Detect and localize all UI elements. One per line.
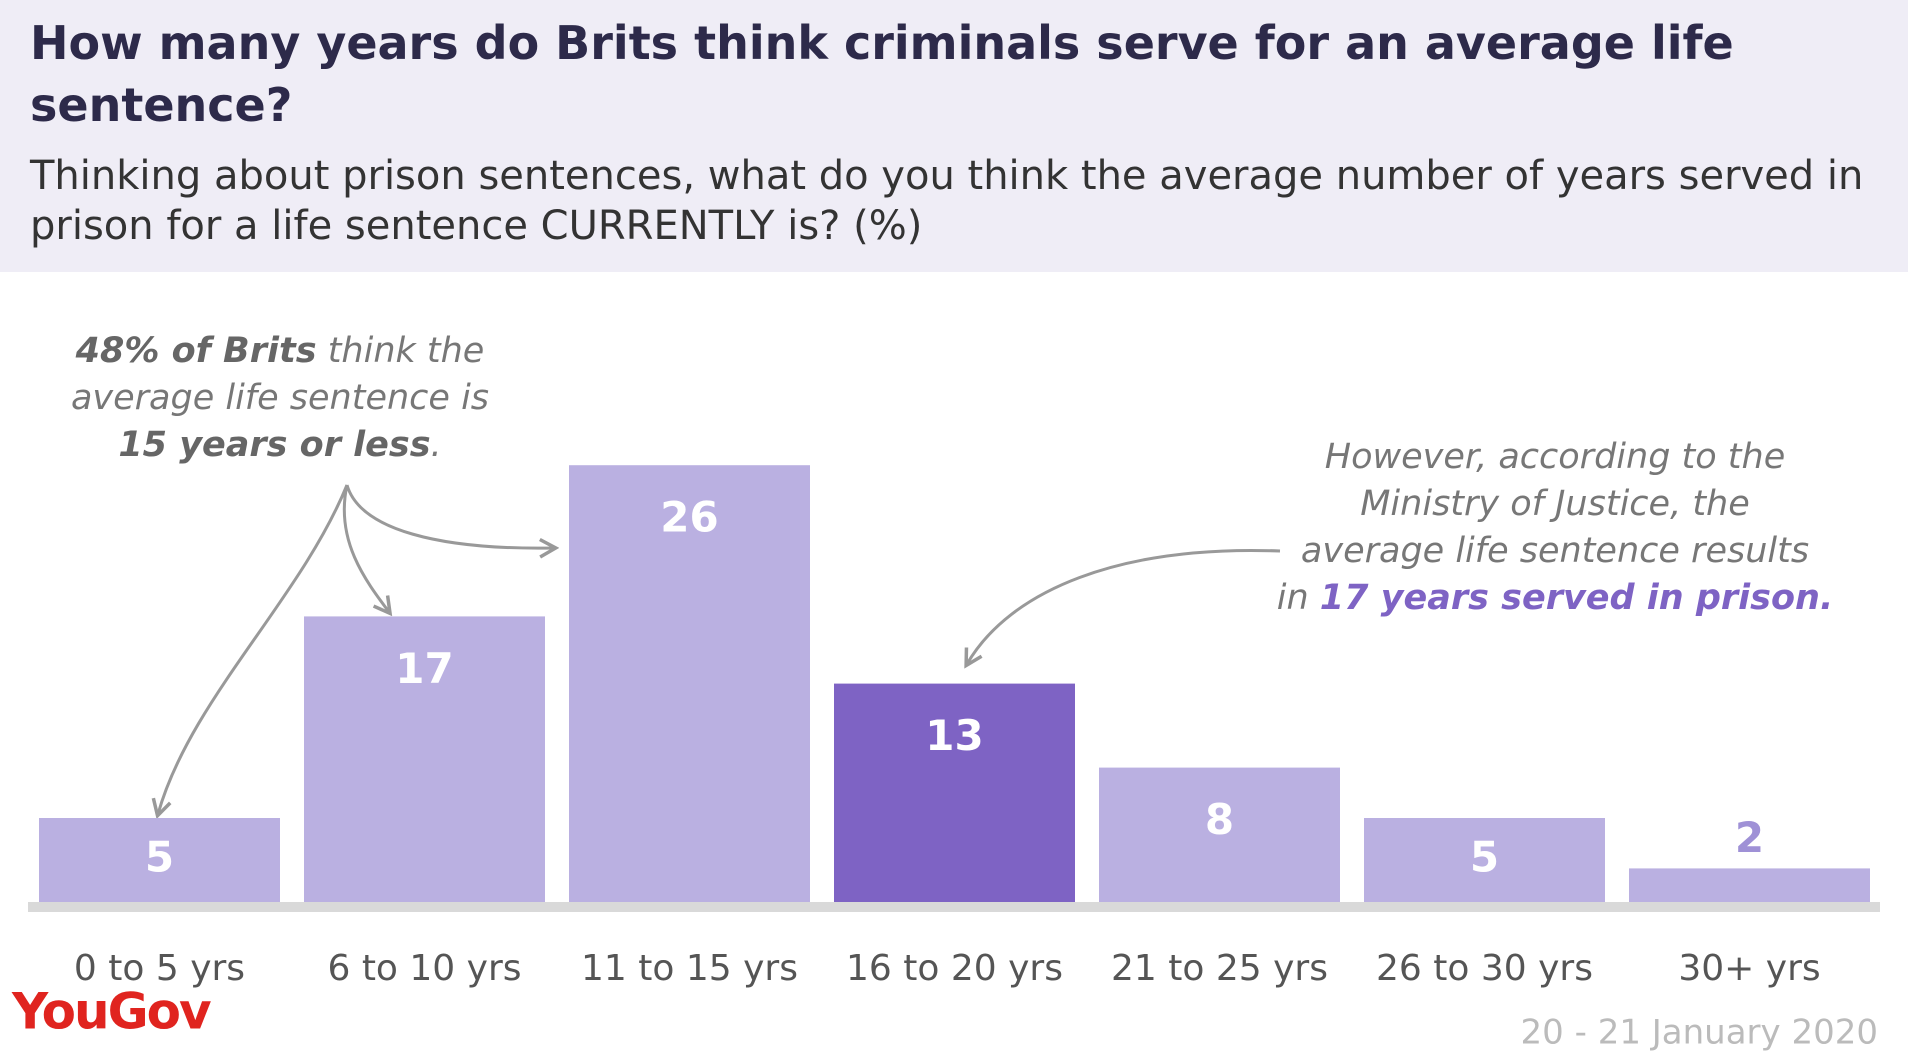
x-tick-label: 6 to 10 yrs	[327, 948, 521, 989]
date-note: 20 - 21 January 2020	[1521, 1013, 1878, 1053]
bar	[304, 616, 545, 902]
arrow	[345, 484, 554, 548]
x-tick-label: 16 to 20 yrs	[846, 948, 1063, 989]
bar	[39, 818, 280, 902]
annotation-segment: think the	[317, 331, 485, 371]
arrow	[158, 484, 349, 814]
annotation: However, according to the	[1325, 437, 1785, 477]
x-tick-label: 30+ yrs	[1678, 948, 1820, 989]
value-label: 5	[1470, 833, 1499, 882]
value-label: 5	[145, 833, 174, 882]
annotation: 15 years or less.	[118, 425, 441, 465]
chart-title: How many years do Brits think criminals …	[30, 16, 1734, 132]
arrows	[158, 484, 1281, 814]
x-tick-label: 11 to 15 yrs	[581, 948, 798, 989]
value-label: 13	[925, 711, 983, 760]
annotation: average life sentence is	[71, 378, 489, 418]
annotation-segment: .	[431, 425, 442, 465]
value-label: 26	[660, 493, 718, 542]
annotation-segment: 15 years or less	[118, 425, 430, 465]
annotation-segment: in	[1277, 578, 1320, 618]
annotation-segment: 48% of Brits	[75, 331, 317, 371]
annotation-segment: 17 years served in prison.	[1320, 578, 1833, 618]
brand-logo: YouGov	[11, 983, 211, 1041]
value-label: 2	[1735, 813, 1764, 862]
arrow	[967, 548, 1281, 664]
bar	[1099, 767, 1340, 902]
bar	[1364, 818, 1605, 902]
arrow	[342, 484, 389, 612]
axis-baseline	[28, 902, 1880, 912]
annotation-segment: Ministry of Justice, the	[1360, 484, 1750, 524]
annotation: average life sentence results	[1301, 531, 1809, 571]
header-band	[0, 0, 1908, 272]
bar	[1629, 868, 1870, 902]
annotation: in 17 years served in prison.	[1277, 578, 1834, 618]
x-tick-label: 26 to 30 yrs	[1376, 948, 1593, 989]
value-label: 8	[1205, 795, 1234, 844]
bar	[834, 683, 1075, 902]
value-label: 17	[395, 644, 453, 693]
annotation: Ministry of Justice, the	[1360, 484, 1750, 524]
bar	[569, 465, 810, 902]
annotation-segment: average life sentence results	[1301, 531, 1809, 571]
x-tick-label: 21 to 25 yrs	[1111, 948, 1328, 989]
chart-subtitle: Thinking about prison sentences, what do…	[29, 153, 1863, 249]
annotation-segment: average life sentence is	[71, 378, 489, 418]
annotation: 48% of Brits think the	[75, 331, 485, 371]
x-tick-label: 0 to 5 yrs	[74, 948, 245, 989]
annotation-segment: However, according to the	[1325, 437, 1785, 477]
